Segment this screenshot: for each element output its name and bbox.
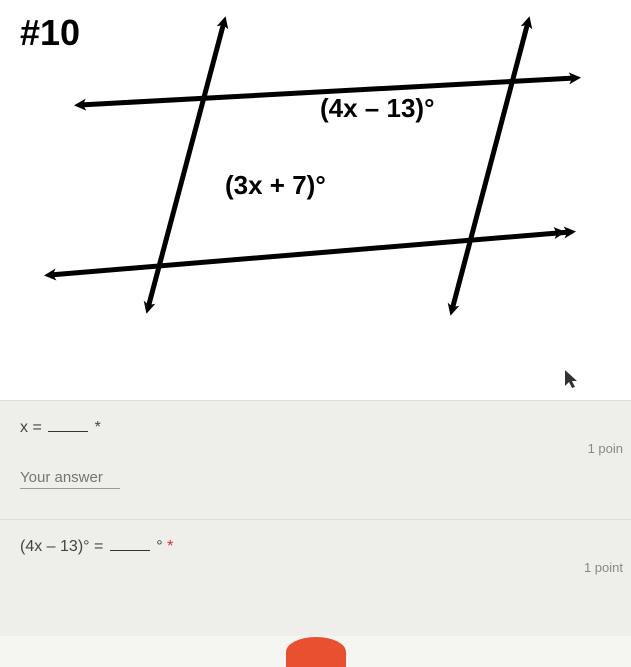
bottom-decoration xyxy=(286,637,346,667)
question-2-prompt: (4x – 13)° = ° * xyxy=(20,538,611,556)
q1-suffix: * xyxy=(90,419,101,436)
q2-suffix: ° xyxy=(152,538,167,555)
angle-label-1: (4x – 13)° xyxy=(320,93,434,124)
blank-line xyxy=(48,431,88,432)
double-arrow-mark xyxy=(555,233,560,234)
cursor-icon xyxy=(565,370,581,396)
q2-prefix: (4x – 13)° = xyxy=(20,538,108,555)
blank-line-2 xyxy=(110,550,150,551)
points-label-2: 1 point xyxy=(584,560,623,575)
angle-label-2: (3x + 7)° xyxy=(225,170,326,201)
required-star: * xyxy=(167,538,173,555)
points-label-1: 1 poin xyxy=(588,441,623,456)
answer-input-1[interactable] xyxy=(20,467,120,489)
bottom-parallel-line xyxy=(50,232,570,275)
question-1-section: x = * 1 poin xyxy=(0,400,631,519)
right-transversal xyxy=(452,22,528,310)
question-1-prompt: x = * xyxy=(20,419,611,437)
diagram-area: #10 (4x – 13)° (3x + 7)° xyxy=(0,0,631,400)
q1-prefix: x = xyxy=(20,419,46,436)
question-2-section: (4x – 13)° = ° * 1 point xyxy=(0,519,631,636)
